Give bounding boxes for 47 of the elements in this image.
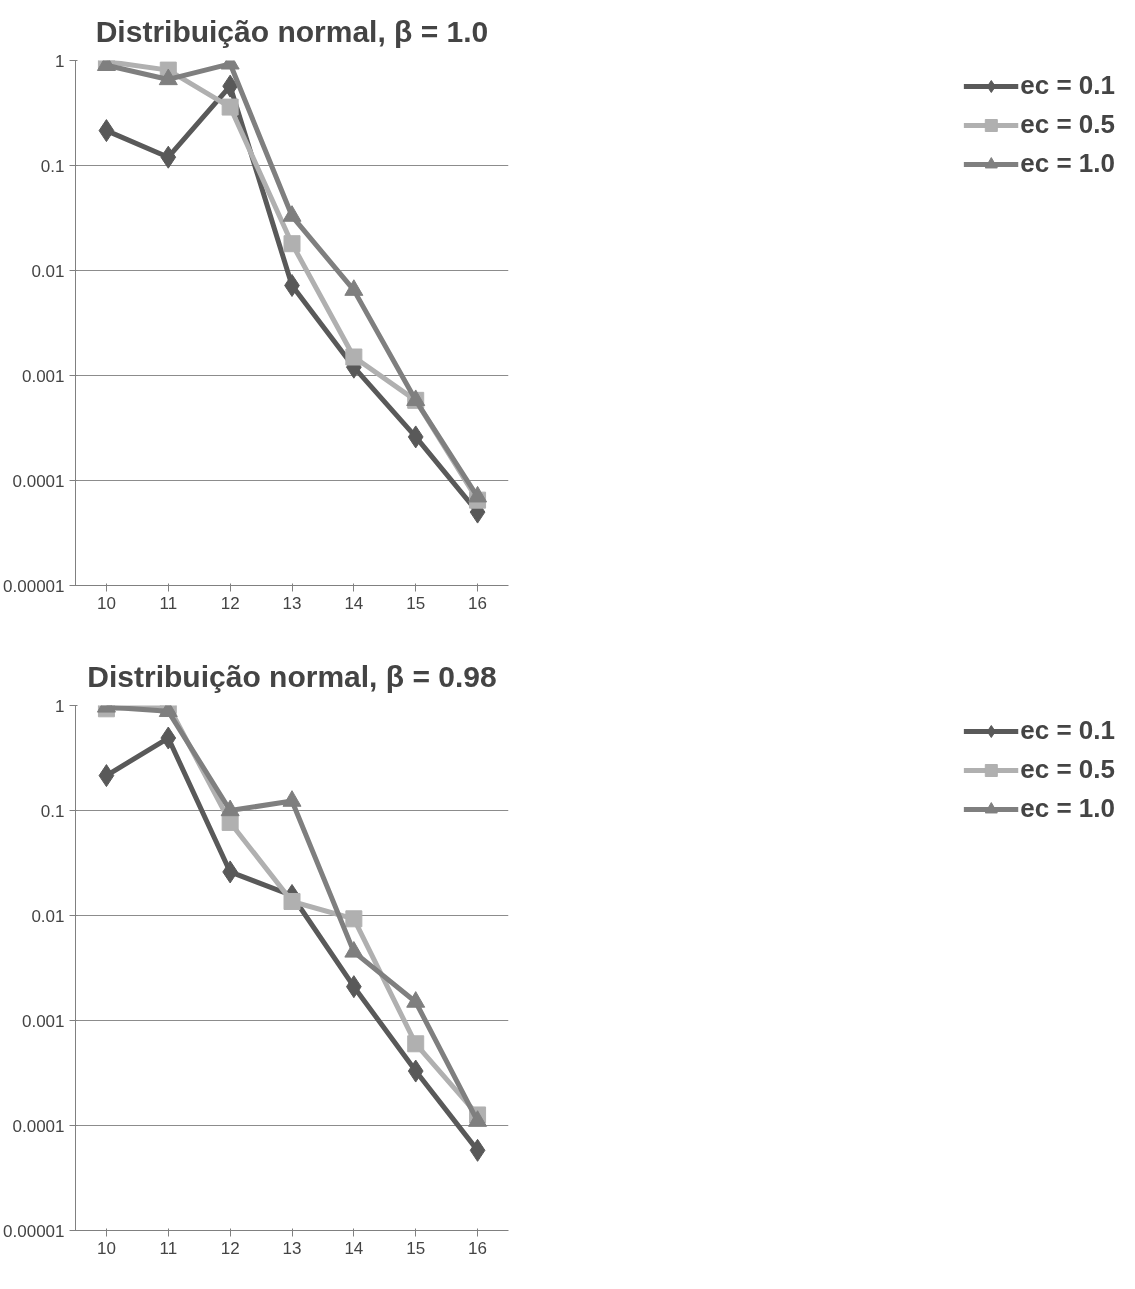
x-tick-label: 11 <box>159 593 178 613</box>
x-tick-label: 16 <box>468 1238 488 1258</box>
y-tick-label: 0.1 <box>40 801 65 821</box>
y-tick-label: 0.01 <box>31 906 65 926</box>
y-tick-label: 0.00001 <box>3 1221 65 1241</box>
point <box>407 1059 424 1083</box>
point <box>98 119 115 143</box>
legend-label: ec = 0.5 <box>1020 754 1115 785</box>
point <box>407 1035 425 1053</box>
point <box>469 1138 486 1162</box>
point <box>407 425 424 449</box>
point <box>98 764 115 788</box>
y-tick-label: 0.1 <box>40 156 65 176</box>
chart-title: Distribuição normal, β = 0.98 <box>87 660 497 693</box>
y-tick-label: 0.00001 <box>3 576 65 596</box>
legend-label: ec = 1.0 <box>1020 793 1115 824</box>
point <box>160 145 177 169</box>
x-tick-label: 13 <box>282 1238 302 1258</box>
x-tick-label: 10 <box>96 1238 116 1258</box>
y-tick-label: 0.0001 <box>12 471 65 491</box>
x-tick-label: 15 <box>406 1238 426 1258</box>
y-tick-label: 0.0001 <box>12 1116 65 1136</box>
x-tick-label: 12 <box>220 1238 240 1258</box>
x-tick-label: 11 <box>159 1238 178 1258</box>
x-tick-label: 13 <box>282 593 302 613</box>
x-tick-label: 15 <box>406 593 426 613</box>
x-tick-label: 12 <box>220 593 240 613</box>
x-tick-label: 16 <box>468 593 488 613</box>
legend-label: ec = 0.1 <box>1020 715 1115 746</box>
legend-label: ec = 0.1 <box>1020 70 1115 101</box>
point <box>345 348 363 366</box>
y-tick-label: 1 <box>55 51 65 71</box>
y-tick-label: 0.01 <box>31 261 65 281</box>
y-tick-label: 1 <box>55 696 65 716</box>
point <box>283 892 301 910</box>
point <box>283 235 301 253</box>
legend-label: ec = 1.0 <box>1020 148 1115 179</box>
point <box>345 910 363 928</box>
x-tick-label: 14 <box>344 593 364 613</box>
x-tick-label: 14 <box>344 1238 364 1258</box>
legend-label: ec = 0.5 <box>1020 109 1115 140</box>
chart-title: Distribuição normal, β = 1.0 <box>95 15 489 48</box>
y-tick-label: 0.001 <box>21 1011 65 1031</box>
x-tick-label: 10 <box>96 593 116 613</box>
y-tick-label: 0.001 <box>21 366 65 386</box>
point <box>221 98 239 116</box>
point <box>160 726 177 750</box>
